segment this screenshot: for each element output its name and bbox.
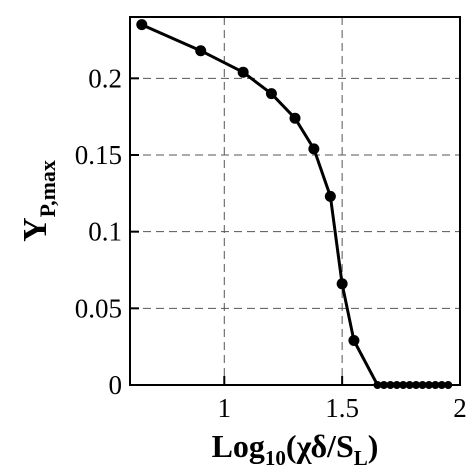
y-axis-title: YP,max bbox=[17, 160, 60, 242]
data-point-zero bbox=[373, 381, 382, 389]
data-point-zero bbox=[444, 381, 453, 389]
y-tick-label: 0.2 bbox=[88, 63, 122, 93]
x-axis-title-main: Log bbox=[212, 428, 265, 464]
data-point bbox=[348, 335, 360, 347]
data-point bbox=[265, 88, 277, 100]
x-axis-title-rest: (χδ/S bbox=[286, 428, 354, 464]
x-axis-title: Log10(χδ/SL) bbox=[212, 428, 379, 470]
data-point-zero bbox=[437, 381, 446, 389]
y-axis-title-main: Y bbox=[17, 217, 54, 242]
grid-lines bbox=[130, 17, 460, 385]
data-point bbox=[237, 66, 249, 78]
y-axis-title-sub: P,max bbox=[35, 160, 60, 217]
x-tick-label: 2 bbox=[453, 393, 467, 423]
x-axis-title-sub2: L bbox=[354, 446, 368, 470]
y-tick-label: 0.1 bbox=[88, 217, 122, 247]
x-tick-label: 1 bbox=[218, 393, 232, 423]
data-point-zero bbox=[405, 381, 414, 389]
x-axis-title-close: ) bbox=[368, 428, 379, 464]
y-tick-label: 0.05 bbox=[75, 293, 122, 323]
data-point-zero bbox=[379, 381, 388, 389]
data-point-zero bbox=[424, 381, 433, 389]
data-point bbox=[324, 190, 336, 202]
x-axis-title-sub: 10 bbox=[265, 446, 286, 470]
data-point bbox=[308, 143, 320, 155]
data-point-zero bbox=[431, 381, 440, 389]
x-tick-label: 1.5 bbox=[325, 393, 359, 423]
data-point-zero bbox=[399, 381, 408, 389]
series-group bbox=[136, 19, 453, 389]
data-point bbox=[336, 278, 348, 290]
plot-frame bbox=[129, 16, 461, 386]
data-point-zero bbox=[392, 381, 401, 389]
data-point bbox=[136, 19, 148, 31]
data-point-zero bbox=[418, 381, 427, 389]
y-tick-label: 0.15 bbox=[75, 140, 122, 170]
data-point bbox=[289, 112, 301, 124]
data-point-zero bbox=[412, 381, 421, 389]
y-tick-label: 0 bbox=[109, 370, 123, 400]
data-point-zero bbox=[386, 381, 395, 389]
tick-labels: 1 1.5 2 0 0.05 0.1 0.15 0.2 bbox=[75, 63, 467, 423]
axis-ticks bbox=[130, 77, 461, 386]
data-point bbox=[195, 45, 207, 57]
